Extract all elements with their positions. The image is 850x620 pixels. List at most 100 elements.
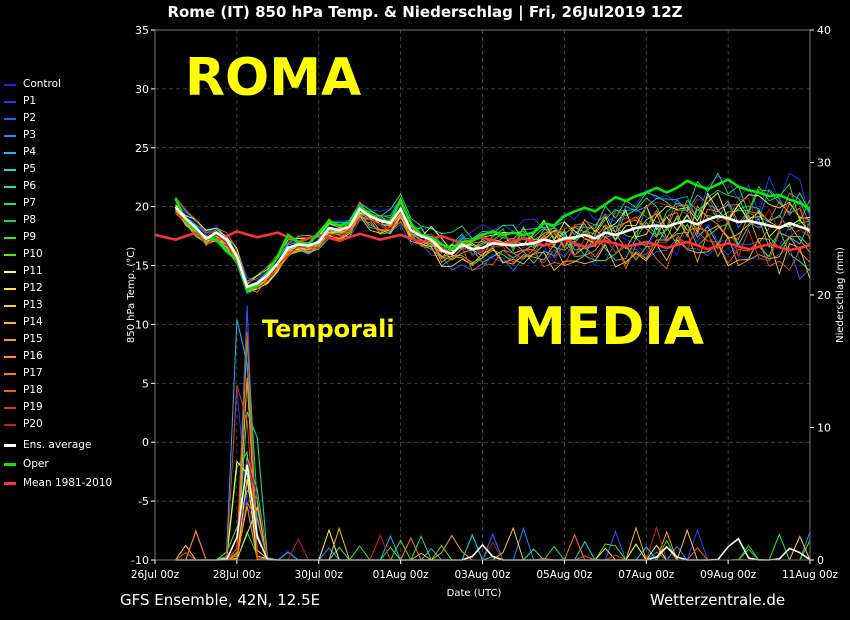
legend-label: P15 xyxy=(23,333,43,345)
legend-swatch xyxy=(4,169,16,171)
y-tick-label: 0 xyxy=(142,436,149,449)
y2-tick-label: 20 xyxy=(817,289,831,302)
legend-label: Oper xyxy=(23,458,49,470)
legend-label: P12 xyxy=(23,282,43,294)
legend-label: P4 xyxy=(23,146,37,158)
legend-label: Mean 1981-2010 xyxy=(23,477,113,489)
legend-label: P10 xyxy=(23,248,43,260)
legend-label: P14 xyxy=(23,316,43,328)
precip-line-p20 xyxy=(175,460,810,561)
x-tick-label: 11Aug 00z xyxy=(782,569,839,581)
footer-site: Wetterzentrale.de xyxy=(650,591,786,609)
ens-average-line xyxy=(174,205,811,289)
x-tick-label: 09Aug 00z xyxy=(700,569,757,581)
legend-label: P1 xyxy=(23,95,37,107)
x-tick-label: 30Jul 00z xyxy=(295,569,344,581)
axes: -10 -5 0 5 10 15 20 25 30 35 0 10 20 30 40 26Jul 00z 28J… xyxy=(131,24,839,581)
legend-swatch xyxy=(4,203,16,205)
precip-line-p6 xyxy=(175,411,810,561)
legend-label: Control xyxy=(23,78,61,90)
x-tick-label: 05Aug 00z xyxy=(536,569,593,581)
precip-line-p12 xyxy=(175,479,810,561)
legend-label: P3 xyxy=(23,129,37,141)
annotation-roma: ROMA xyxy=(185,48,361,108)
legend-swatch xyxy=(4,407,16,409)
legend-swatch xyxy=(4,424,16,426)
temp-line-p18 xyxy=(175,213,811,293)
annotation-media: MEDIA xyxy=(514,297,704,357)
x-axis-label: Date (UTC) xyxy=(447,588,502,599)
legend-swatch xyxy=(4,101,16,103)
y-tick-label: 25 xyxy=(135,142,149,155)
precip-line-p3 xyxy=(175,456,811,561)
y2-tick-label: 40 xyxy=(817,24,831,37)
precip-line-p17 xyxy=(175,501,810,561)
legend-swatch xyxy=(4,339,16,341)
legend-swatch xyxy=(4,288,16,290)
legend-label: P18 xyxy=(23,384,43,396)
temp-line-p2 xyxy=(175,212,811,295)
precip-line-p5 xyxy=(175,456,810,561)
precip-line-p9 xyxy=(175,450,810,561)
x-tick-label: 01Aug 00z xyxy=(373,569,430,581)
legend-swatch xyxy=(4,254,16,256)
legend-label: P13 xyxy=(23,299,43,311)
legend-swatch xyxy=(4,186,16,188)
x-tick-label: 07Aug 00z xyxy=(618,569,675,581)
footer-source: GFS Ensemble, 42N, 12.5E xyxy=(120,591,321,609)
y-tick-label: 20 xyxy=(135,201,149,214)
legend-swatch xyxy=(4,271,16,273)
y2-axis-label: Niederschlag (mm) xyxy=(835,247,846,343)
legend-swatch xyxy=(4,152,16,154)
legend-swatch xyxy=(4,373,16,375)
legend-label: P5 xyxy=(23,163,37,175)
y2-tick-label: 0 xyxy=(817,554,824,567)
legend-swatch xyxy=(4,482,16,485)
legend-label: P16 xyxy=(23,350,43,362)
y-tick-label: 35 xyxy=(135,24,149,37)
legend-label: P9 xyxy=(23,231,37,243)
x-tick-label: 28Jul 00z xyxy=(213,569,262,581)
legend-swatch xyxy=(4,390,16,392)
legend-swatch xyxy=(4,322,16,324)
legend-label: P11 xyxy=(23,265,43,277)
y-tick-label: -10 xyxy=(131,554,149,567)
precip-line-p16 xyxy=(175,377,810,561)
legend-label: P20 xyxy=(23,418,43,430)
ens-average-precip-line xyxy=(175,464,811,561)
y-tick-label: -5 xyxy=(138,495,149,508)
x-tick-label: 26Jul 00z xyxy=(131,569,180,581)
legend-label: P2 xyxy=(23,112,37,124)
y2-tick-label: 30 xyxy=(817,157,831,170)
legend-swatch xyxy=(4,135,16,137)
y-tick-label: 5 xyxy=(142,377,149,390)
legend-swatch xyxy=(4,237,16,239)
legend-swatch xyxy=(4,444,16,447)
legend-swatch xyxy=(4,220,16,222)
precip-line-p18 xyxy=(175,331,810,561)
y-tick-label: 15 xyxy=(135,260,149,273)
y-tick-label: 10 xyxy=(135,318,149,331)
precip-line-p4 xyxy=(175,319,810,561)
annotation-temporali: Temporali xyxy=(262,315,395,343)
precip-line-p8 xyxy=(175,340,810,561)
chart-title: Rome (IT) 850 hPa Temp. & Niederschlag |… xyxy=(167,3,683,21)
legend-swatch xyxy=(4,463,16,466)
legend-swatch xyxy=(4,305,16,307)
legend-swatch xyxy=(4,356,16,358)
legend-label: Ens. average xyxy=(23,439,92,451)
legend-label: P6 xyxy=(23,180,37,192)
oper-line xyxy=(174,178,811,293)
y2-tick-label: 10 xyxy=(817,422,831,435)
legend-label: P8 xyxy=(23,214,37,226)
climate-mean-line xyxy=(154,230,811,252)
legend-label: P17 xyxy=(23,367,43,379)
y-axis-label: 850 hPa Temp. (°C) xyxy=(126,247,137,343)
legend-label: P7 xyxy=(23,197,37,209)
legend-label: P19 xyxy=(23,401,43,413)
x-tick-label: 03Aug 00z xyxy=(454,569,511,581)
precip-line-p2 xyxy=(175,305,810,561)
precip-line-control xyxy=(175,492,810,561)
legend-swatch xyxy=(4,84,16,86)
